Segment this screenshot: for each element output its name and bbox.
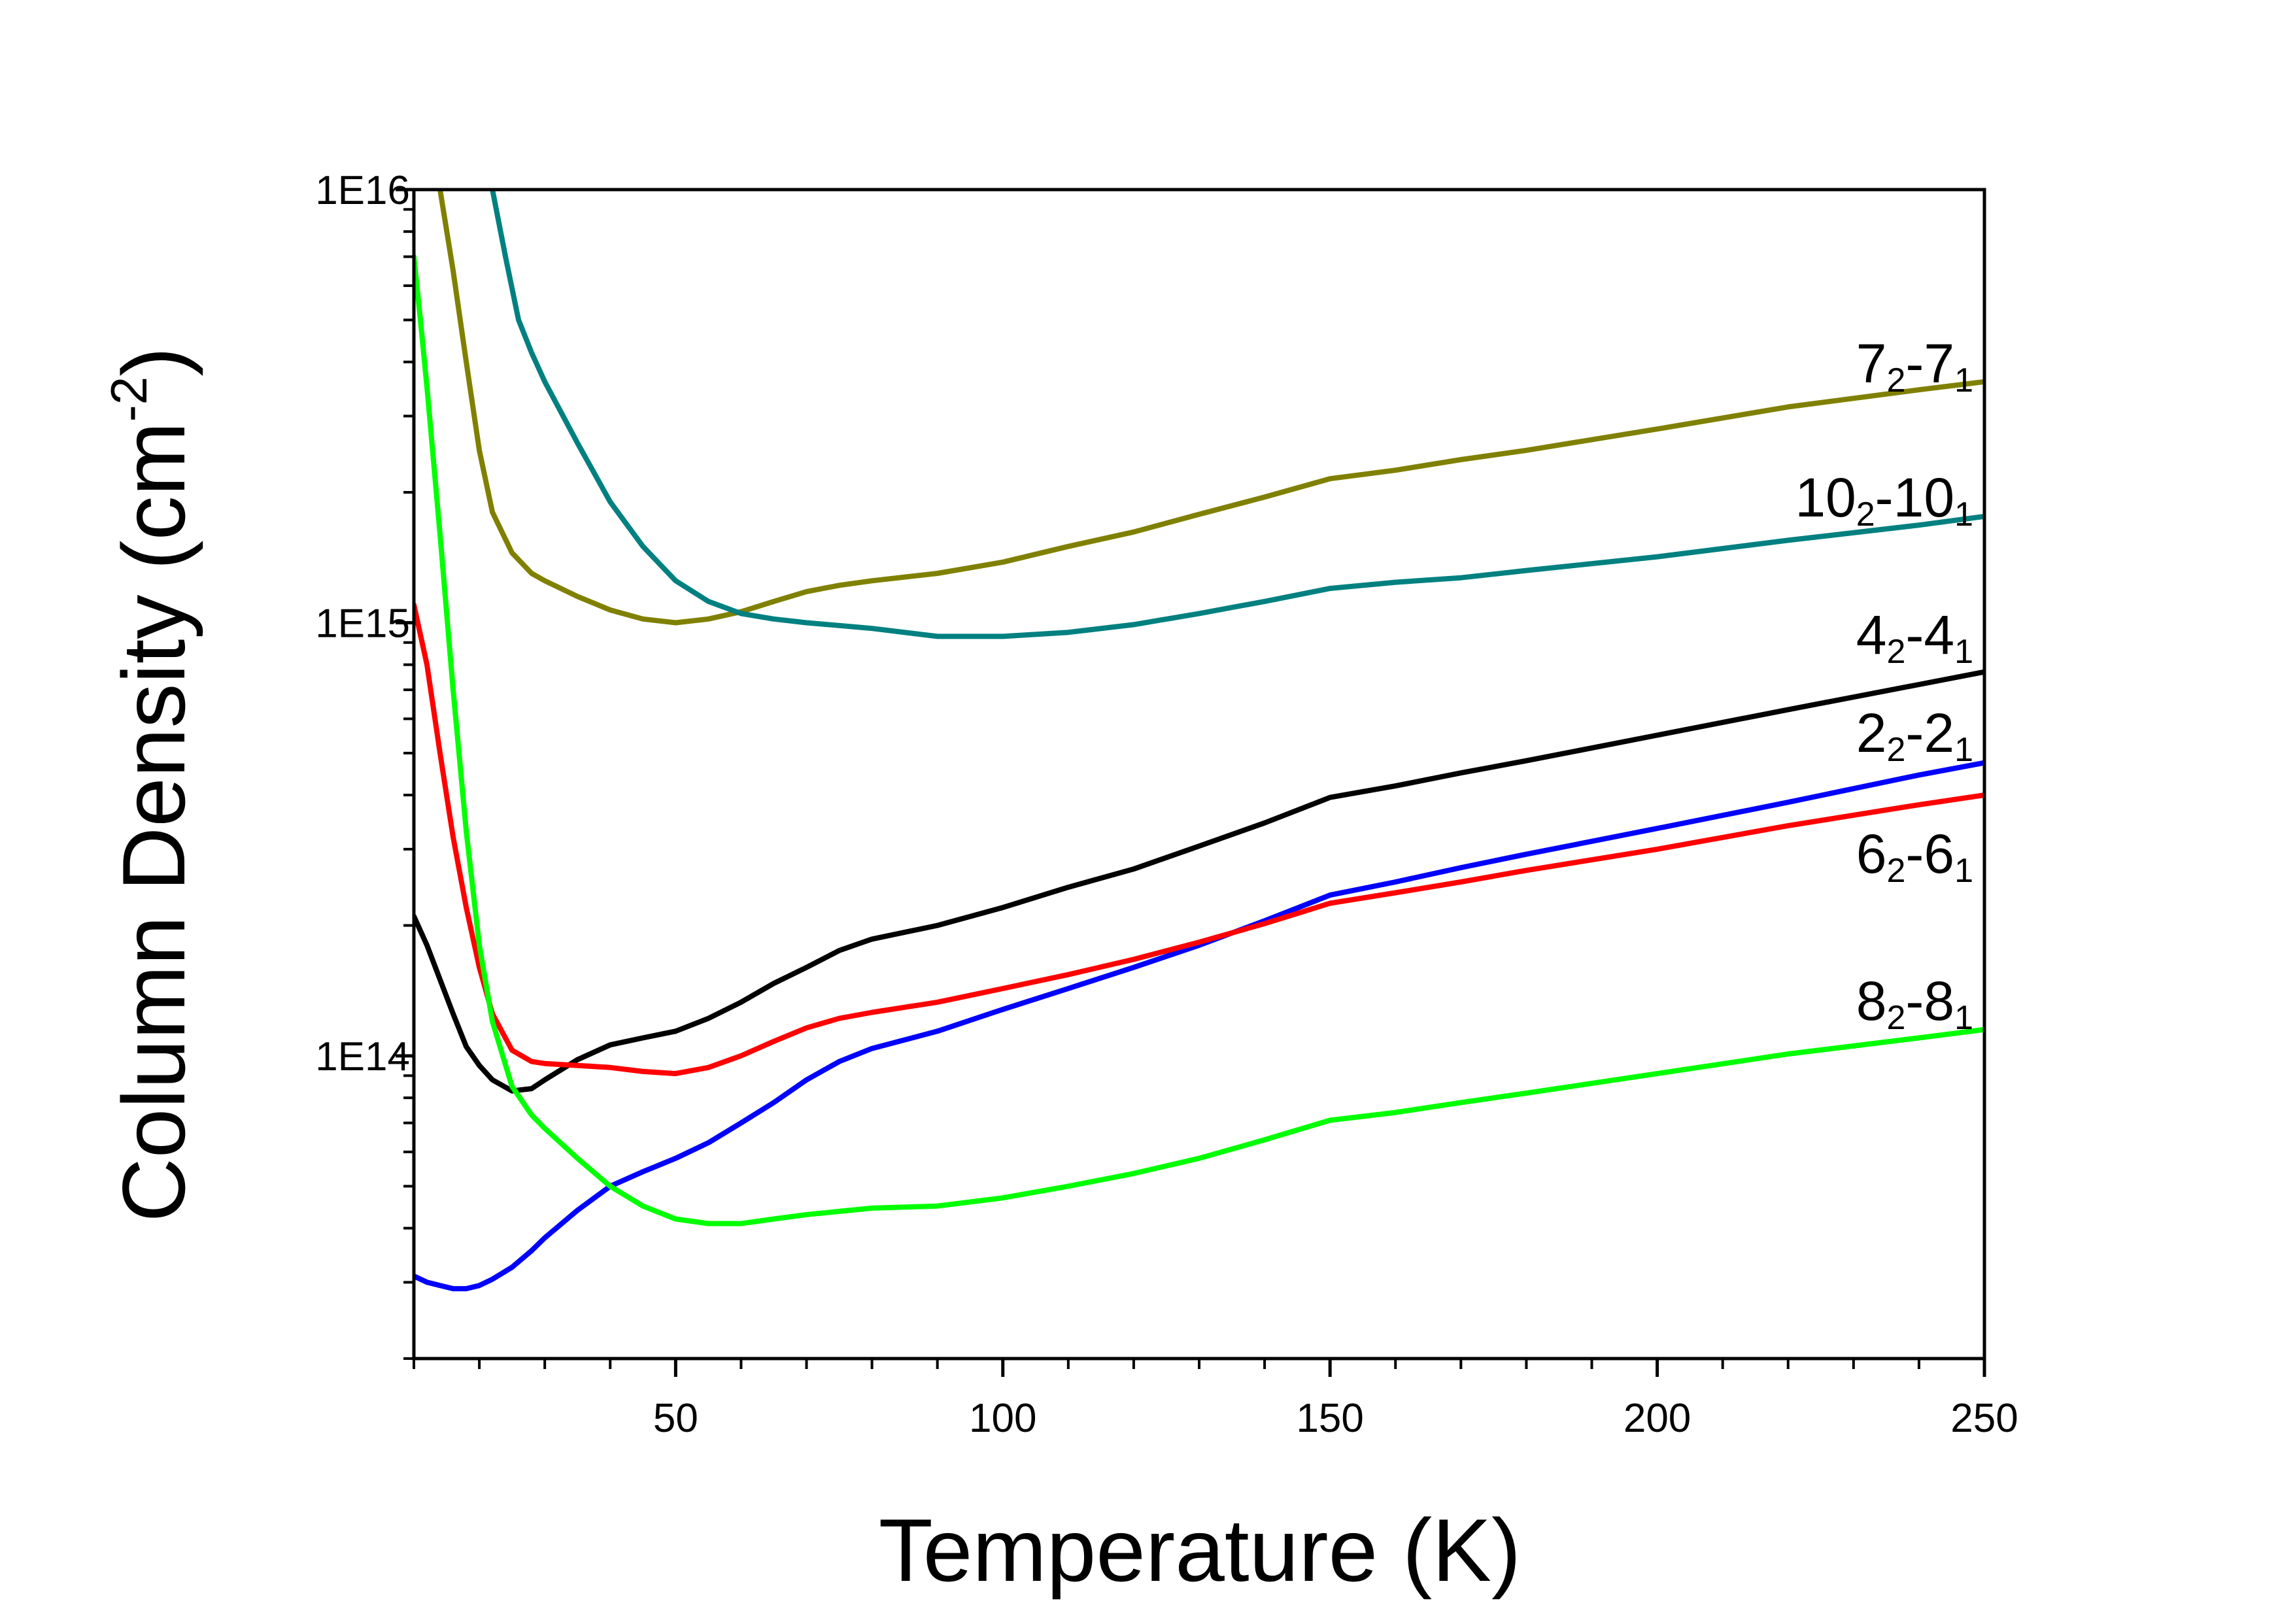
x-tick-label: 200 [1624,1396,1691,1441]
series-label-2: 102-101 [1795,467,1973,533]
x-tick-label: 50 [653,1396,698,1441]
y-axis-title-end: ) [104,347,203,377]
series-label-6: 82-81 [1856,970,1973,1037]
series-line-4 [414,760,1984,1292]
series-label-1: 72-71 [1856,333,1973,399]
x-tick-label: 250 [1950,1396,2018,1441]
x-tick-label: 100 [969,1396,1036,1441]
y-tick-label: 1E16 [315,168,410,213]
series-line-3 [414,669,1984,1094]
labels-layer: 50 100 150 200 250 1E14 1E15 1E16 72-71 102-101 42… [315,168,2018,1441]
x-axis-title: Temperature (K) [879,1500,1522,1600]
ticks-layer [396,188,1986,1377]
y-axis-title: Column Density (cm-2) [100,347,203,1223]
series-label-5: 62-61 [1856,823,1973,890]
series-layer [414,190,1984,1292]
y-tick-label: 1E14 [315,1034,410,1079]
series-line-1 [437,190,1984,626]
y-axis-title-superscript: -2 [100,377,158,422]
x-tick-label: 150 [1296,1396,1363,1441]
series-label-4: 22-21 [1856,702,1973,769]
series-line-2 [490,190,1984,639]
series-line-6 [414,254,1984,1226]
y-axis-title-main: Column Density (cm [104,422,203,1222]
y-tick-label: 1E15 [315,601,410,646]
series-label-3: 42-41 [1856,604,1973,671]
